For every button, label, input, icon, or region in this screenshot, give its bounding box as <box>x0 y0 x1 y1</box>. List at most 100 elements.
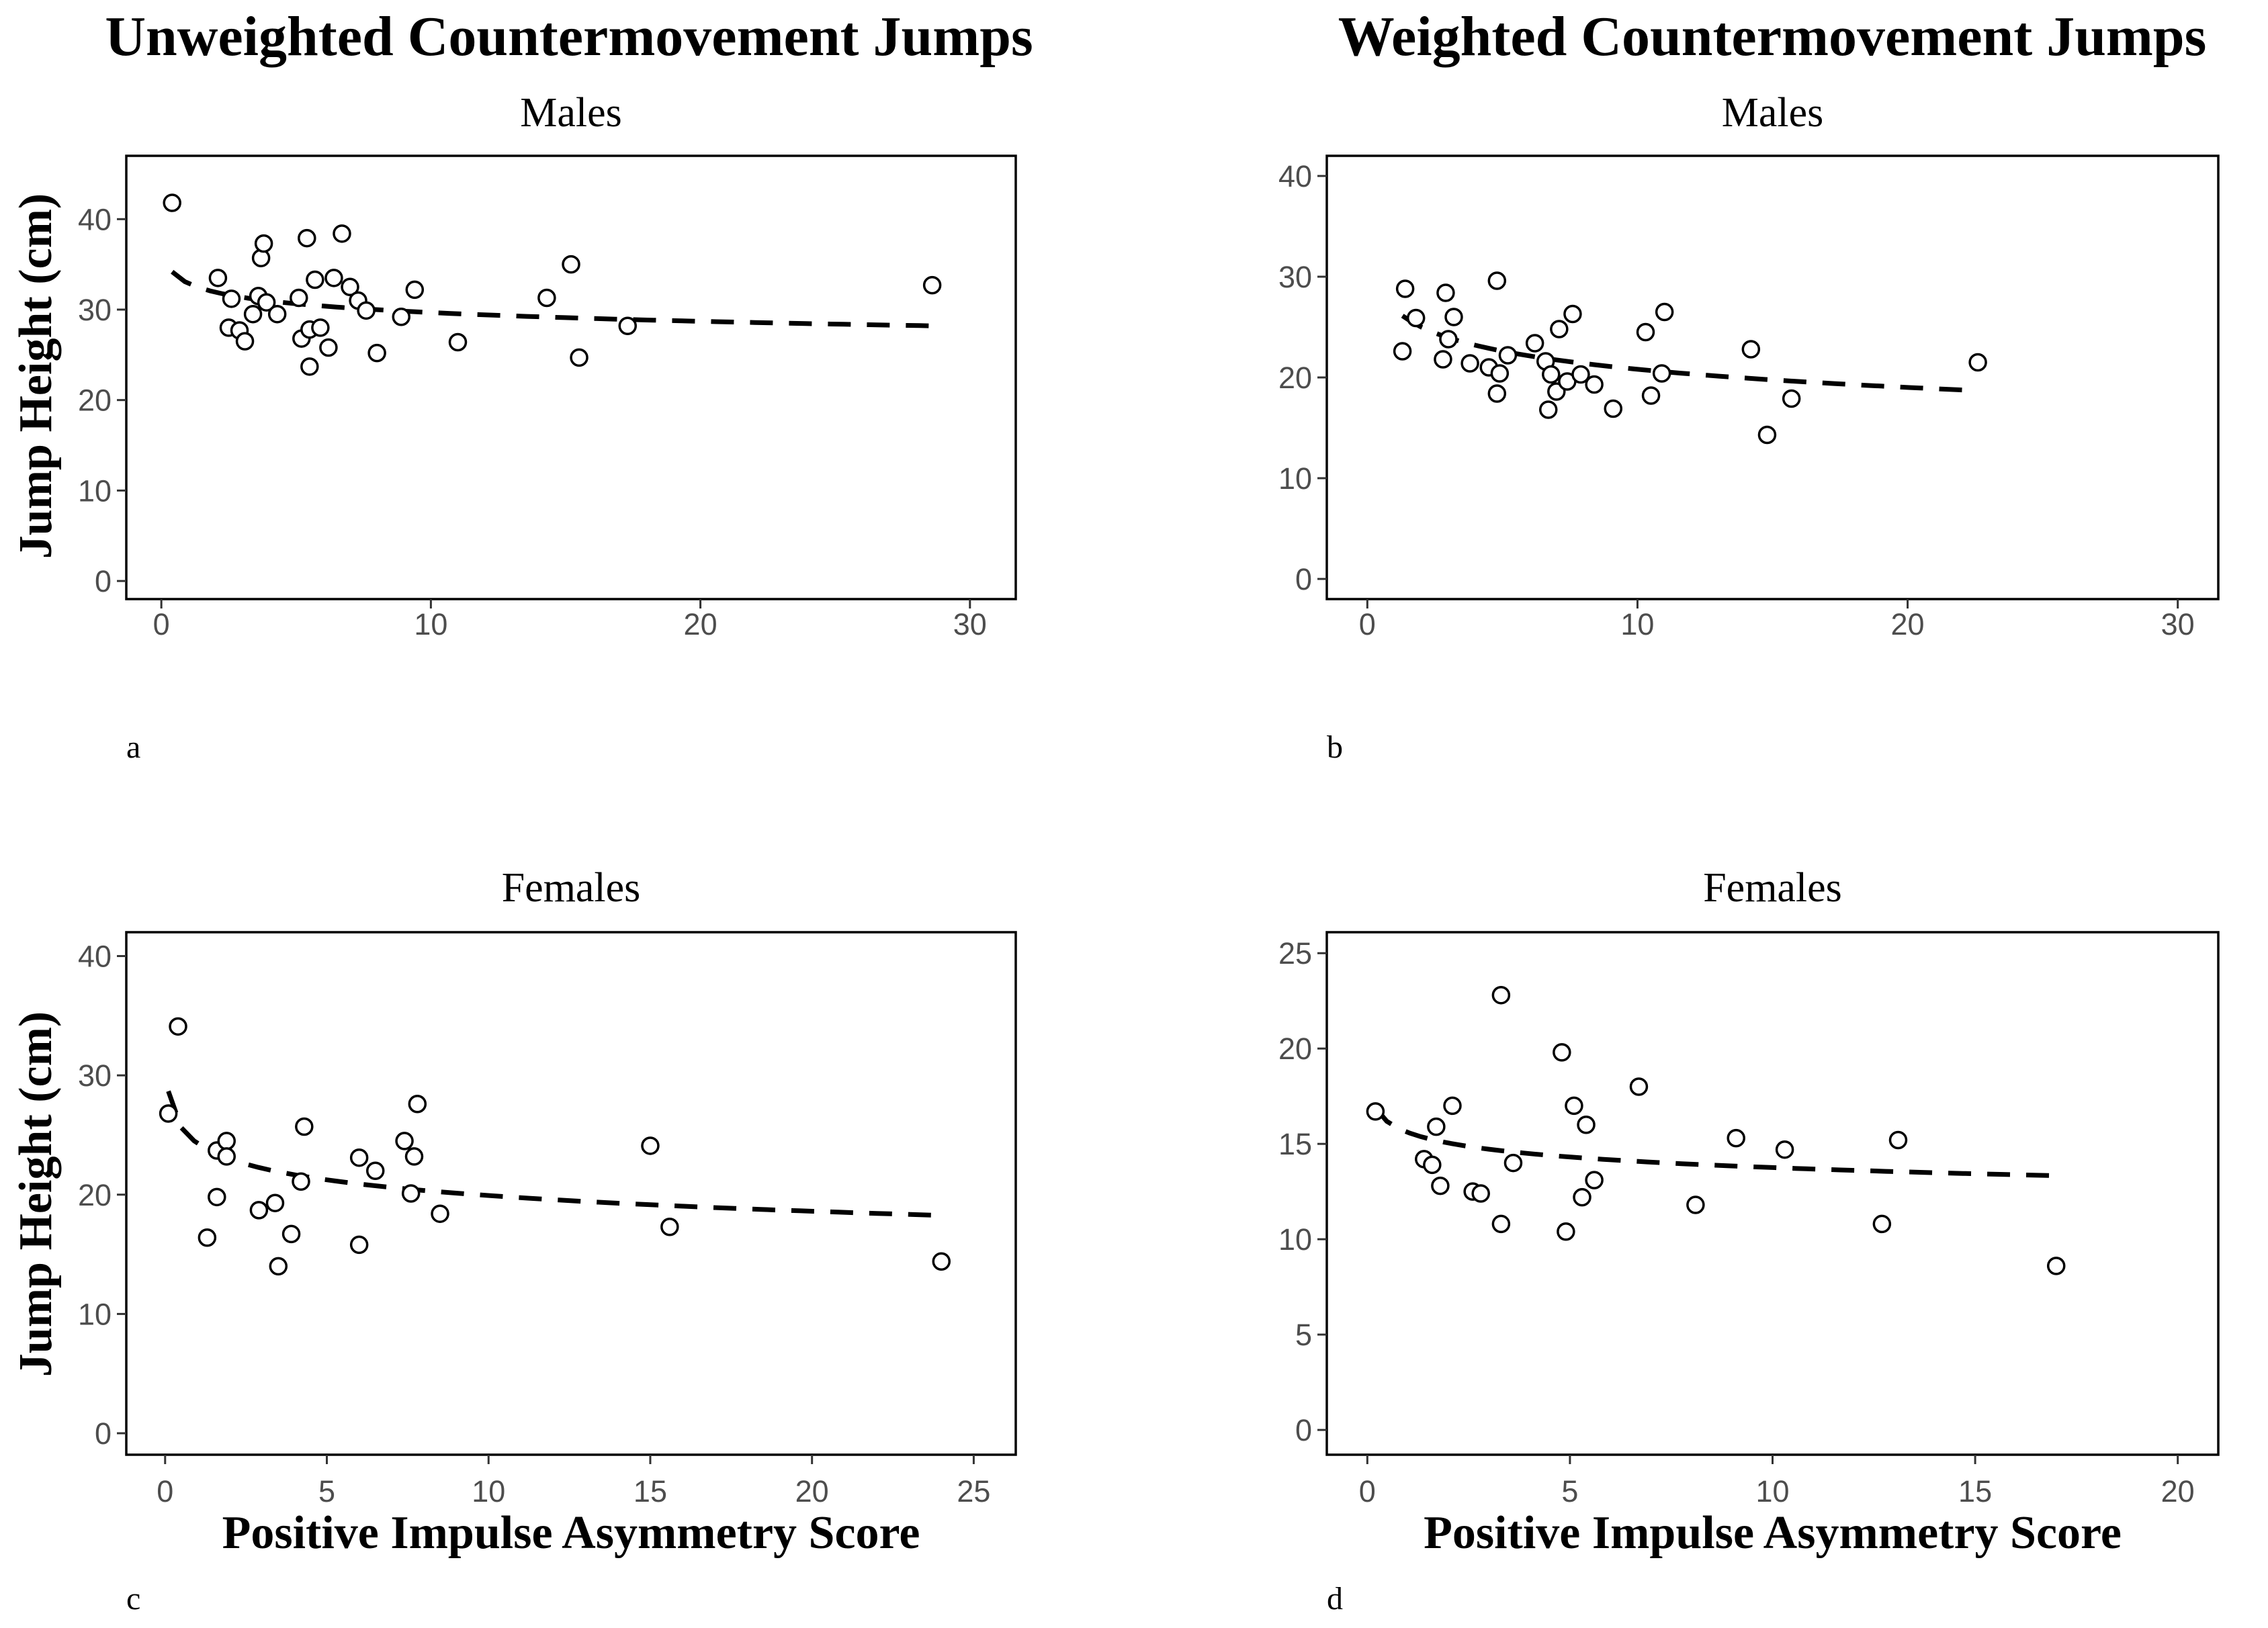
data-point <box>1490 364 1510 383</box>
x-axis-title: Positive Impulse Asymmetry Score <box>222 1507 920 1559</box>
data-point <box>1498 346 1518 365</box>
data-point <box>163 193 181 212</box>
data-point <box>1471 1184 1490 1203</box>
data-point <box>1460 354 1479 373</box>
data-point <box>319 338 338 357</box>
data-point <box>1366 1102 1385 1121</box>
data-point <box>401 1184 421 1203</box>
data-point <box>562 255 580 274</box>
data-point <box>537 288 556 308</box>
data-point <box>1538 400 1558 419</box>
x-tick-label: 30 <box>953 607 987 641</box>
y-tick-label: 30 <box>78 293 112 327</box>
y-tick-label: 25 <box>1278 936 1312 970</box>
data-point <box>298 228 316 248</box>
data-point <box>249 1201 269 1220</box>
column-title-weighted: Weighted Countermovement Jumps <box>1338 5 2207 68</box>
data-point <box>1434 350 1452 369</box>
data-point <box>1641 386 1661 405</box>
data-point <box>1636 322 1655 342</box>
y-tick-label: 40 <box>78 940 112 974</box>
data-point <box>1577 1116 1596 1134</box>
panel-c: Females 0 5 10 15 20 25 0 10 20 30 40 Positive Impul… <box>10 865 1017 1617</box>
panel-b: Males 0 10 20 30 0 10 20 30 40 b <box>1278 90 2220 765</box>
x-tick-label: 0 <box>1359 1474 1376 1508</box>
data-point <box>1655 302 1674 322</box>
data-point <box>1503 1153 1523 1173</box>
plot-frame <box>125 931 1017 1456</box>
panel-title: Females <box>1703 865 1842 911</box>
data-point <box>292 1172 310 1191</box>
x-tick-label: 15 <box>634 1474 667 1508</box>
data-point <box>1444 308 1463 326</box>
data-point <box>395 1132 414 1150</box>
y-tick-label: 15 <box>1278 1127 1312 1161</box>
data-point <box>1782 389 1801 408</box>
data-point <box>281 1224 301 1244</box>
plot-frame <box>1325 931 2220 1456</box>
data-point <box>1741 340 1761 359</box>
plot-frame <box>125 154 1017 600</box>
data-point <box>1439 330 1458 349</box>
data-point <box>2046 1257 2066 1275</box>
data-point <box>159 1104 178 1123</box>
data-point <box>1888 1130 1908 1150</box>
x-tick-label: 20 <box>1891 607 1925 641</box>
data-point <box>267 304 287 324</box>
data-point <box>1395 279 1415 298</box>
data-point <box>1436 283 1455 302</box>
y-tick-label: 40 <box>78 202 112 236</box>
panel-letter: c <box>126 1581 140 1617</box>
data-point <box>1406 308 1426 328</box>
data-point <box>1757 425 1777 445</box>
data-point <box>570 348 588 367</box>
data-point <box>357 301 376 320</box>
y-axis-title: Jump Height (cm) <box>10 1011 62 1377</box>
data-point <box>1585 375 1604 394</box>
panel-title: Males <box>520 90 622 136</box>
column-title-unweighted: Unweighted Countermovement Jumps <box>105 5 1033 68</box>
y-tick-label: 20 <box>1278 1032 1312 1066</box>
data-point <box>641 1136 660 1155</box>
data-point <box>1393 342 1412 361</box>
data-point <box>333 224 351 243</box>
data-point <box>1427 1117 1446 1136</box>
data-point <box>1557 1222 1575 1241</box>
y-tick-label: 20 <box>1278 361 1312 395</box>
data-point <box>1629 1077 1649 1096</box>
data-point <box>922 275 942 295</box>
panel-letter: d <box>1327 1581 1343 1617</box>
x-axis-title: Positive Impulse Asymmetry Score <box>1424 1507 2122 1559</box>
data-point <box>1550 320 1569 338</box>
data-point <box>1487 384 1507 403</box>
data-point <box>618 316 638 335</box>
data-point <box>295 1117 314 1136</box>
x-tick-label: 20 <box>795 1474 829 1508</box>
y-tick-label: 20 <box>78 383 112 418</box>
data-point <box>1553 1043 1571 1062</box>
data-point <box>1525 334 1544 353</box>
data-point <box>217 1147 236 1166</box>
data-point <box>1487 271 1507 290</box>
data-point <box>222 289 241 308</box>
panel-title: Females <box>502 865 641 911</box>
trend-line <box>1401 314 1978 394</box>
panel-letter: a <box>126 729 140 765</box>
data-point <box>431 1204 449 1223</box>
panel-d: Females 0 5 10 15 20 0 5 10 15 20 25 Positive Impuls… <box>1278 865 2220 1617</box>
data-point <box>1431 1176 1450 1195</box>
y-tick-label: 0 <box>95 564 112 598</box>
data-point <box>254 234 273 253</box>
panel-a: Males 0 10 20 30 0 10 20 30 40 Jump Height (cm) a <box>10 90 1017 765</box>
x-tick-label: 10 <box>1755 1474 1789 1508</box>
y-tick-label: 10 <box>1278 461 1312 496</box>
data-point <box>1443 1096 1462 1116</box>
x-tick-label: 10 <box>472 1474 505 1508</box>
data-point <box>257 293 276 312</box>
y-tick-label: 10 <box>78 1297 112 1331</box>
data-point <box>349 1148 369 1167</box>
x-tick-label: 5 <box>1561 1474 1578 1508</box>
panel-title: Males <box>1722 90 1824 136</box>
x-tick-label: 20 <box>684 607 717 641</box>
data-point <box>404 1147 424 1166</box>
